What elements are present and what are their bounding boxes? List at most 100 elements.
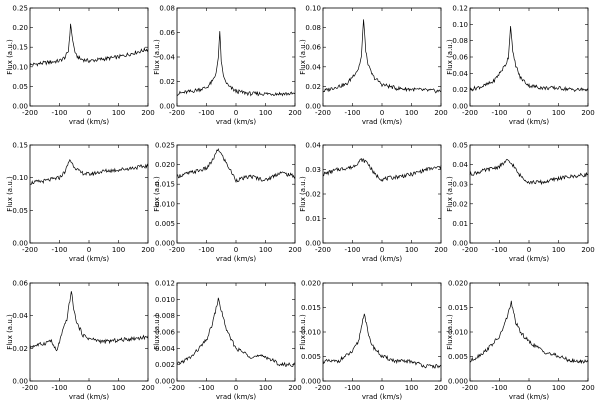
x-tick-label: -100 xyxy=(199,384,215,392)
plot-frame xyxy=(176,282,296,382)
y-tick-label: 0.025 xyxy=(155,142,175,150)
y-tick-label: 0.00 xyxy=(12,240,28,248)
spectrum-line xyxy=(176,148,296,183)
plot-frame xyxy=(176,144,296,244)
y-tick-label: 0.010 xyxy=(155,296,175,304)
x-tick-label: -200 xyxy=(462,246,478,254)
spectrum-line xyxy=(29,159,149,185)
x-tick-label: 100 xyxy=(405,246,418,254)
x-tick-label: 100 xyxy=(405,384,418,392)
y-tick-label: 0.00 xyxy=(12,378,28,386)
x-tick-label: 0 xyxy=(234,246,238,254)
y-tick-label: 0.010 xyxy=(155,200,175,208)
y-tick-label: 0.00 xyxy=(12,103,28,111)
y-tick-label: 0.08 xyxy=(452,37,468,45)
panel-11: -200 -100 0 100 200 0.000 0.005 0.010 0.015 0.020… xyxy=(299,280,448,402)
panel-1: -200 -100 0 100 200 0.00 0.05 0.10 0.15 0.20 0.25 v… xyxy=(6,5,155,127)
x-tick-label: 100 xyxy=(259,109,272,117)
y-tick-label: 0.00 xyxy=(452,240,468,248)
x-tick-label: -100 xyxy=(345,384,361,392)
x-tick-label: -200 xyxy=(22,109,38,117)
x-axis-label: vrad (km/s) xyxy=(362,118,403,126)
x-tick-label: 200 xyxy=(434,246,447,254)
y-tick-label: 0.000 xyxy=(301,378,321,386)
panel-5: -200 -100 0 100 200 0.00 0.05 0.10 0.15 vrad (km/… xyxy=(6,142,155,264)
x-tick-label: 100 xyxy=(112,384,125,392)
x-tick-label: 100 xyxy=(112,109,125,117)
y-tick-label: 0.008 xyxy=(155,312,175,320)
x-tick-label: -200 xyxy=(169,246,185,254)
spectrum-line xyxy=(29,23,149,67)
x-tick-label: 0 xyxy=(87,384,91,392)
y-tick-label: 0.08 xyxy=(159,5,175,13)
y-tick-label: 0.002 xyxy=(155,361,175,369)
x-tick-label: -200 xyxy=(315,109,331,117)
x-tick-label: 200 xyxy=(288,109,301,117)
x-tick-label: -100 xyxy=(345,109,361,117)
plot-frame xyxy=(322,282,442,382)
y-axis-label: Flux (a.u.) xyxy=(446,39,454,75)
spectrum-line xyxy=(322,313,442,369)
y-tick-label: 0.02 xyxy=(159,78,175,86)
y-tick-label: 0.00 xyxy=(305,103,321,111)
y-tick-label: 0.15 xyxy=(12,142,28,150)
panel-6: -200 -100 0 100 200 0.000 0.005 0.010 0.015 0.020… xyxy=(153,142,302,264)
spectrum-line xyxy=(322,157,442,183)
x-tick-label: 100 xyxy=(552,109,565,117)
panel-3: -200 -100 0 100 200 0.00 0.02 0.04 0.06 0.08 0.10 v… xyxy=(299,5,448,127)
y-tick-label: 0.05 xyxy=(12,207,28,215)
plot-frame xyxy=(469,144,589,244)
x-tick-label: -100 xyxy=(345,246,361,254)
x-tick-label: -200 xyxy=(462,109,478,117)
y-tick-label: 0.00 xyxy=(159,103,175,111)
y-tick-label: 0.005 xyxy=(301,353,321,361)
x-axis-label: vrad (km/s) xyxy=(509,118,550,126)
y-tick-label: 0.00 xyxy=(452,103,468,111)
x-tick-label: 200 xyxy=(141,246,154,254)
x-tick-label: 200 xyxy=(288,384,301,392)
y-tick-label: 0.010 xyxy=(301,329,321,337)
y-tick-label: 0.03 xyxy=(305,166,321,174)
y-tick-label: 0.005 xyxy=(155,220,175,228)
x-tick-label: 200 xyxy=(141,109,154,117)
spectrum-line xyxy=(176,297,296,367)
y-tick-label: 0.015 xyxy=(448,304,468,312)
y-tick-label: 0.01 xyxy=(305,215,321,223)
y-tick-label: 0.20 xyxy=(12,24,28,32)
plot-frame xyxy=(29,282,149,382)
x-tick-label: 0 xyxy=(380,384,384,392)
y-tick-label: 0.010 xyxy=(448,329,468,337)
y-tick-label: 0.02 xyxy=(12,345,28,353)
spectrum-line xyxy=(322,19,442,94)
plot-frame xyxy=(29,7,149,107)
x-tick-label: 100 xyxy=(259,384,272,392)
y-axis-label: Flux (a.u.) xyxy=(446,176,454,212)
x-tick-label: 0 xyxy=(234,384,238,392)
y-tick-label: 0.02 xyxy=(452,200,468,208)
y-tick-label: 0.02 xyxy=(305,83,321,91)
y-tick-label: 0.01 xyxy=(452,220,468,228)
x-tick-label: 100 xyxy=(552,384,565,392)
y-tick-label: 0.020 xyxy=(155,161,175,169)
y-axis-label: Flux (a.u.) xyxy=(6,314,14,350)
spectrum-line xyxy=(469,300,589,365)
x-axis-label: vrad (km/s) xyxy=(216,255,257,263)
x-tick-label: -100 xyxy=(199,109,215,117)
x-tick-label: 0 xyxy=(527,384,531,392)
x-tick-label: -200 xyxy=(22,246,38,254)
x-axis-label: vrad (km/s) xyxy=(216,118,257,126)
x-axis-label: vrad (km/s) xyxy=(69,118,110,126)
x-tick-label: -100 xyxy=(52,384,68,392)
plot-frame xyxy=(322,7,442,107)
y-tick-label: 0.012 xyxy=(155,280,175,288)
y-tick-label: 0.03 xyxy=(452,181,468,189)
panel-7: -200 -100 0 100 200 0.00 0.01 0.02 0.03 0.04 vrad … xyxy=(299,142,448,264)
y-tick-label: 0.004 xyxy=(155,345,176,353)
x-tick-label: -200 xyxy=(169,109,185,117)
x-tick-label: 100 xyxy=(405,109,418,117)
y-tick-label: 0.25 xyxy=(12,5,28,13)
x-axis-label: vrad (km/s) xyxy=(216,393,257,401)
y-axis-label: Flux (a.u.) xyxy=(299,39,307,75)
y-tick-label: 0.015 xyxy=(155,181,175,189)
